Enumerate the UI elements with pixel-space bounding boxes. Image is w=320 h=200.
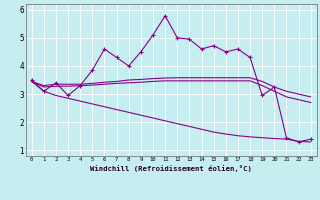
X-axis label: Windchill (Refroidissement éolien,°C): Windchill (Refroidissement éolien,°C) [90,165,252,172]
